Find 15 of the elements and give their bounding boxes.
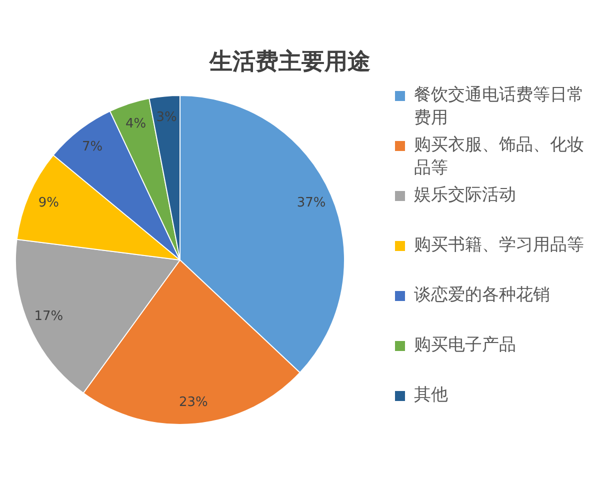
data-label: 7% (82, 139, 103, 154)
data-label: 3% (156, 110, 177, 125)
data-label: 37% (296, 196, 326, 211)
legend-label: 其他 (414, 384, 448, 407)
data-label: 9% (38, 196, 59, 211)
data-label: 17% (34, 309, 64, 324)
legend-label: 购买衣服、饰品、化妆品等 (414, 134, 585, 180)
legend-label: 娱乐交际活动 (414, 184, 516, 207)
legend-label: 购买书籍、学习用品等 (414, 234, 584, 257)
legend-label: 餐饮交通电话费等日常费用 (414, 84, 585, 130)
legend-label: 谈恋爱的各种花销 (414, 284, 550, 307)
legend-label: 购买电子产品 (414, 334, 516, 357)
chart-title: 生活费主要用途 (208, 48, 372, 77)
data-label: 23% (179, 394, 208, 410)
data-label: 4% (125, 116, 146, 132)
